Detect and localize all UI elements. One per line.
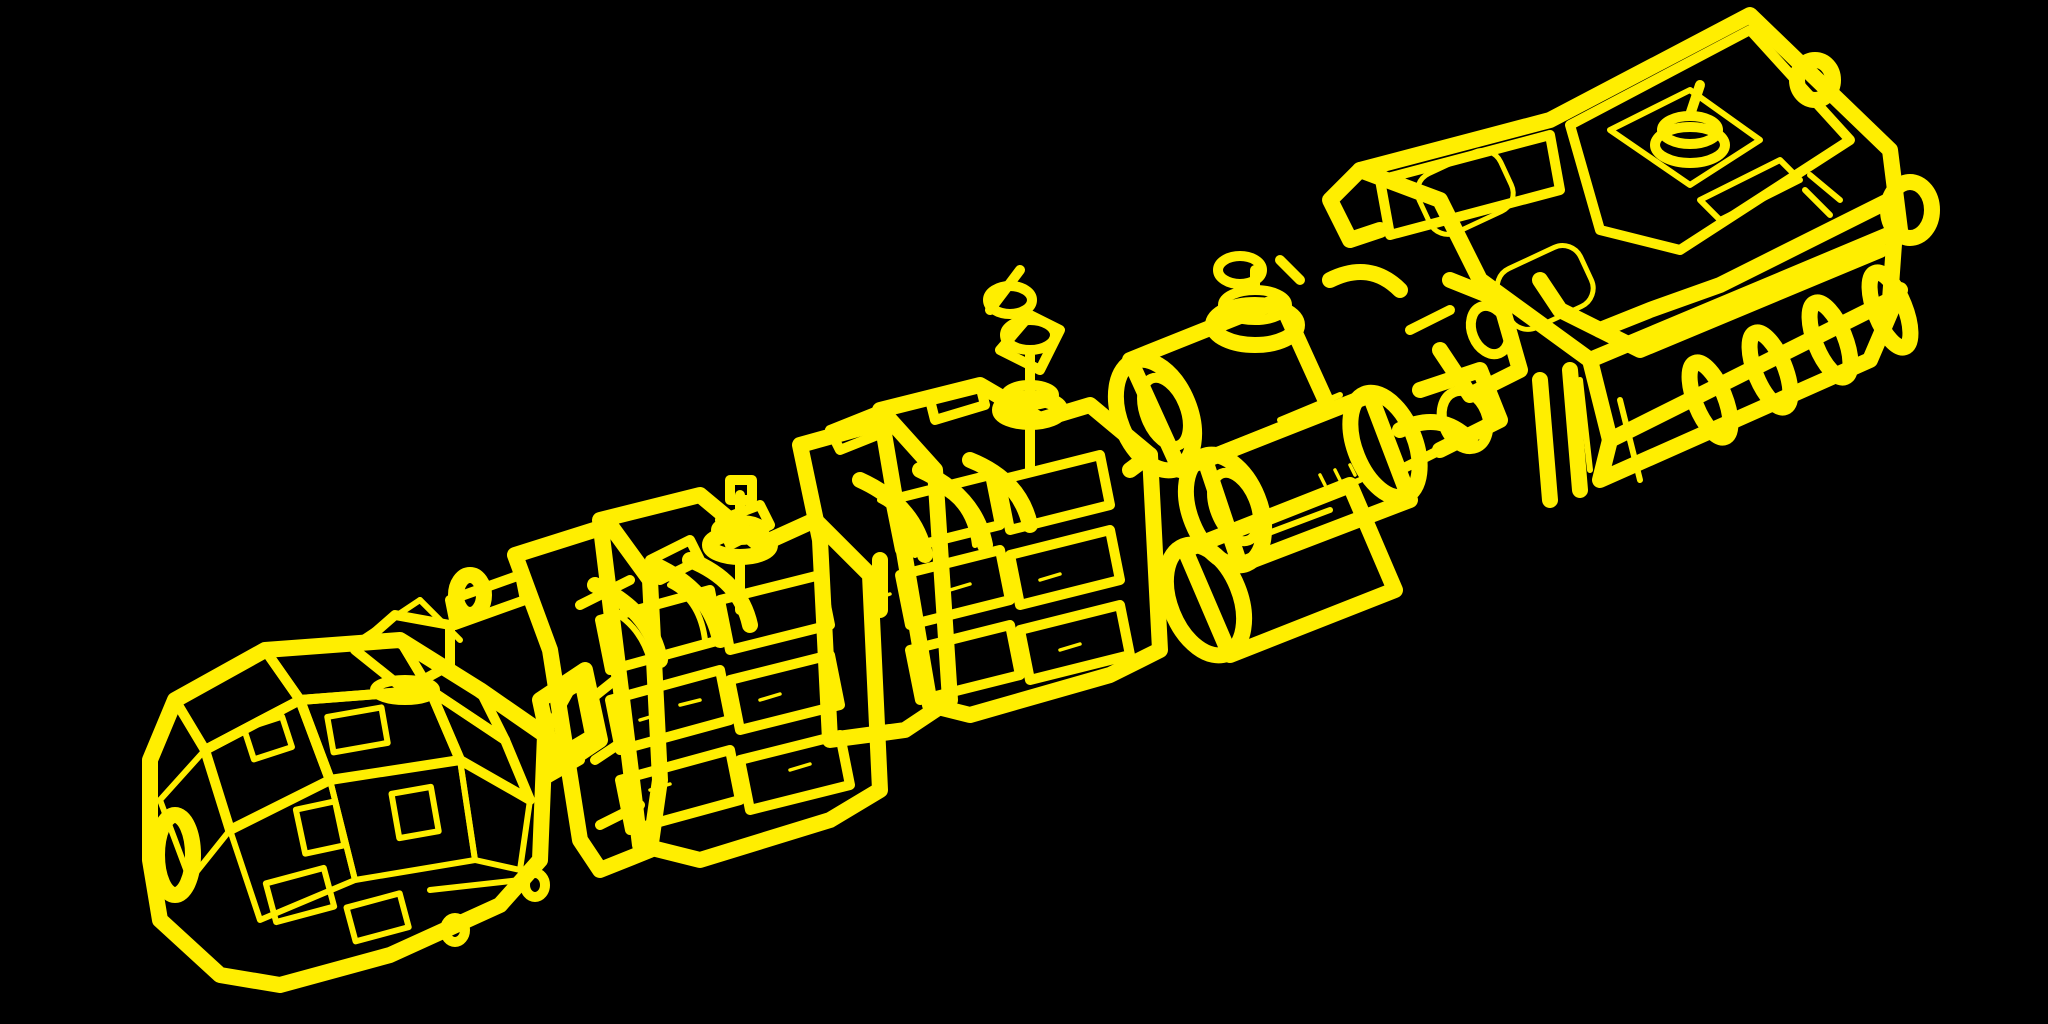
struts — [872, 305, 1455, 618]
ship-lines — [142, 7, 1940, 993]
front-pod — [142, 597, 585, 993]
antenna-1 — [702, 475, 778, 615]
engine-block — [1322, 7, 1940, 508]
module-cluster-2 — [792, 265, 1168, 748]
tank-valve — [1205, 251, 1305, 353]
antenna-3 — [983, 265, 1037, 319]
cylinder-tanks — [1107, 251, 1478, 664]
antenna-2 — [992, 310, 1068, 475]
